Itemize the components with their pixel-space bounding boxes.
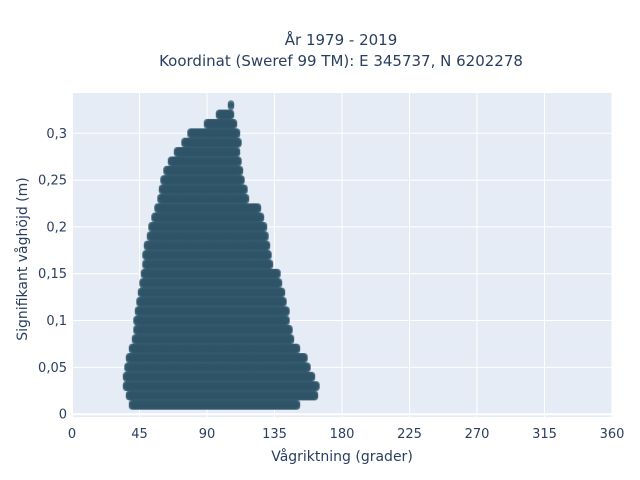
data-point xyxy=(275,278,283,285)
chart-title-line-1: År 1979 - 2019 xyxy=(285,30,398,49)
data-point xyxy=(304,362,311,369)
data-points xyxy=(122,100,320,410)
data-point xyxy=(278,287,286,295)
data-point xyxy=(293,343,301,351)
data-point xyxy=(293,399,301,407)
data-point xyxy=(280,296,287,304)
data-point xyxy=(283,315,290,323)
data-point xyxy=(313,381,320,388)
data-point xyxy=(301,353,308,360)
chart-title-line-2: Koordinat (Sweref 99 TM): E 345737, N 62… xyxy=(159,52,523,70)
data-point xyxy=(311,390,319,398)
data-point xyxy=(286,324,293,332)
data-point xyxy=(287,334,295,341)
data-point xyxy=(274,268,281,276)
grid-lines xyxy=(71,93,613,417)
data-point xyxy=(308,371,316,379)
data-point xyxy=(283,306,290,313)
